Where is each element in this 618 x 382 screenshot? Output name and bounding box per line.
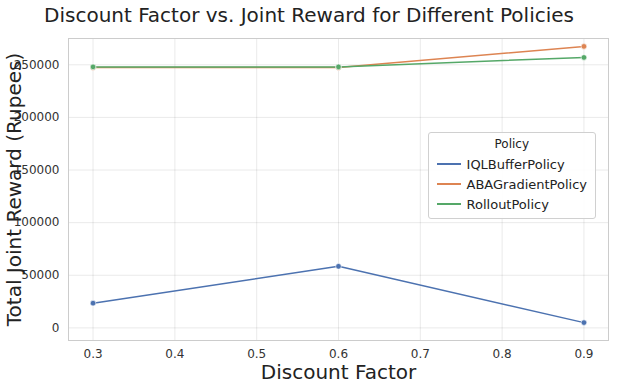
svg-text:Discount Factor: Discount Factor	[261, 360, 417, 382]
svg-text:200000: 200000	[13, 110, 60, 125]
html-text:IQLBufferPolicy: IQLBufferPolicy	[466, 156, 565, 172]
html-text:Policy: Policy	[494, 137, 529, 151]
svg-text:0.6: 0.6	[329, 347, 348, 361]
html-text:Discount Factor vs. Joint Rewa: Discount Factor vs. Joint Reward for Dif…	[44, 3, 574, 27]
svg-text:0.8: 0.8	[493, 347, 512, 361]
svg-text:50000: 50000	[21, 268, 59, 282]
svg-text:0: 0	[52, 321, 60, 335]
svg-text:0.3: 0.3	[83, 347, 102, 361]
html-text:ABAGradientPolicy: ABAGradientPolicy	[466, 176, 587, 192]
svg-text:250000: 250000	[13, 57, 60, 72]
svg-text:Total Joint Reward (Rupees): Total Joint Reward (Rupees)	[2, 53, 26, 327]
svg-text:0.5: 0.5	[247, 347, 267, 361]
svg-text:0.4: 0.4	[165, 347, 184, 361]
svg-text:100000: 100000	[13, 215, 60, 230]
svg-text:0.7: 0.7	[410, 347, 430, 361]
svg-text:150000: 150000	[13, 162, 60, 177]
html-text:RolloutPolicy: RolloutPolicy	[466, 196, 549, 212]
svg-text:0.9: 0.9	[574, 347, 593, 361]
